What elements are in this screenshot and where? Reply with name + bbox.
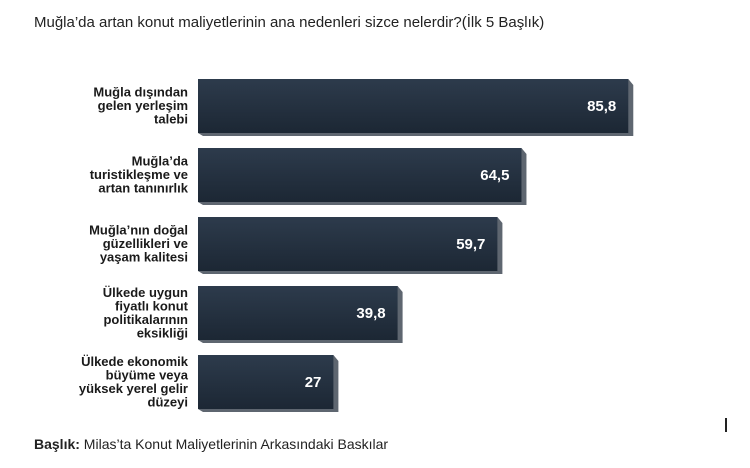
bar [198, 286, 398, 340]
data-label: 64,5 [480, 167, 509, 184]
chart-caption: Başlık: Milas’ta Konut Maliyetlerinin Ar… [34, 436, 388, 452]
category-label: Ülkede uygun fiyatlı konut politikalarının… [103, 285, 189, 341]
category-label: Muğla’nın doğal güzellikleri ve yaşam kali… [89, 223, 188, 265]
data-label: 59,7 [456, 236, 485, 253]
bar-chart: 85,8 Muğla dışından gelen yerleşim talebi 64… [79, 79, 634, 412]
caption-label: Başlık: [34, 436, 80, 452]
bar [198, 217, 498, 271]
data-label: 85,8 [587, 98, 616, 115]
chart-title: Muğla’da artan konut maliyetlerinin ana … [34, 14, 545, 31]
category-label: Muğla’da turistikleşme ve artan tanınırlık [90, 154, 189, 196]
category-label: Muğla dışından gelen yerleşim talebi [93, 85, 188, 127]
text-cursor [725, 418, 727, 432]
data-label: 39,8 [356, 305, 385, 322]
caption-text: Milas’ta Konut Maliyetlerinin Arkasındak… [79, 436, 389, 452]
bar [198, 79, 629, 133]
bar [198, 355, 334, 409]
data-label: 27 [305, 374, 322, 391]
bar [198, 148, 522, 202]
category-label: Ülkede ekonomik büyüme veya yüksek yerel g… [79, 354, 189, 410]
